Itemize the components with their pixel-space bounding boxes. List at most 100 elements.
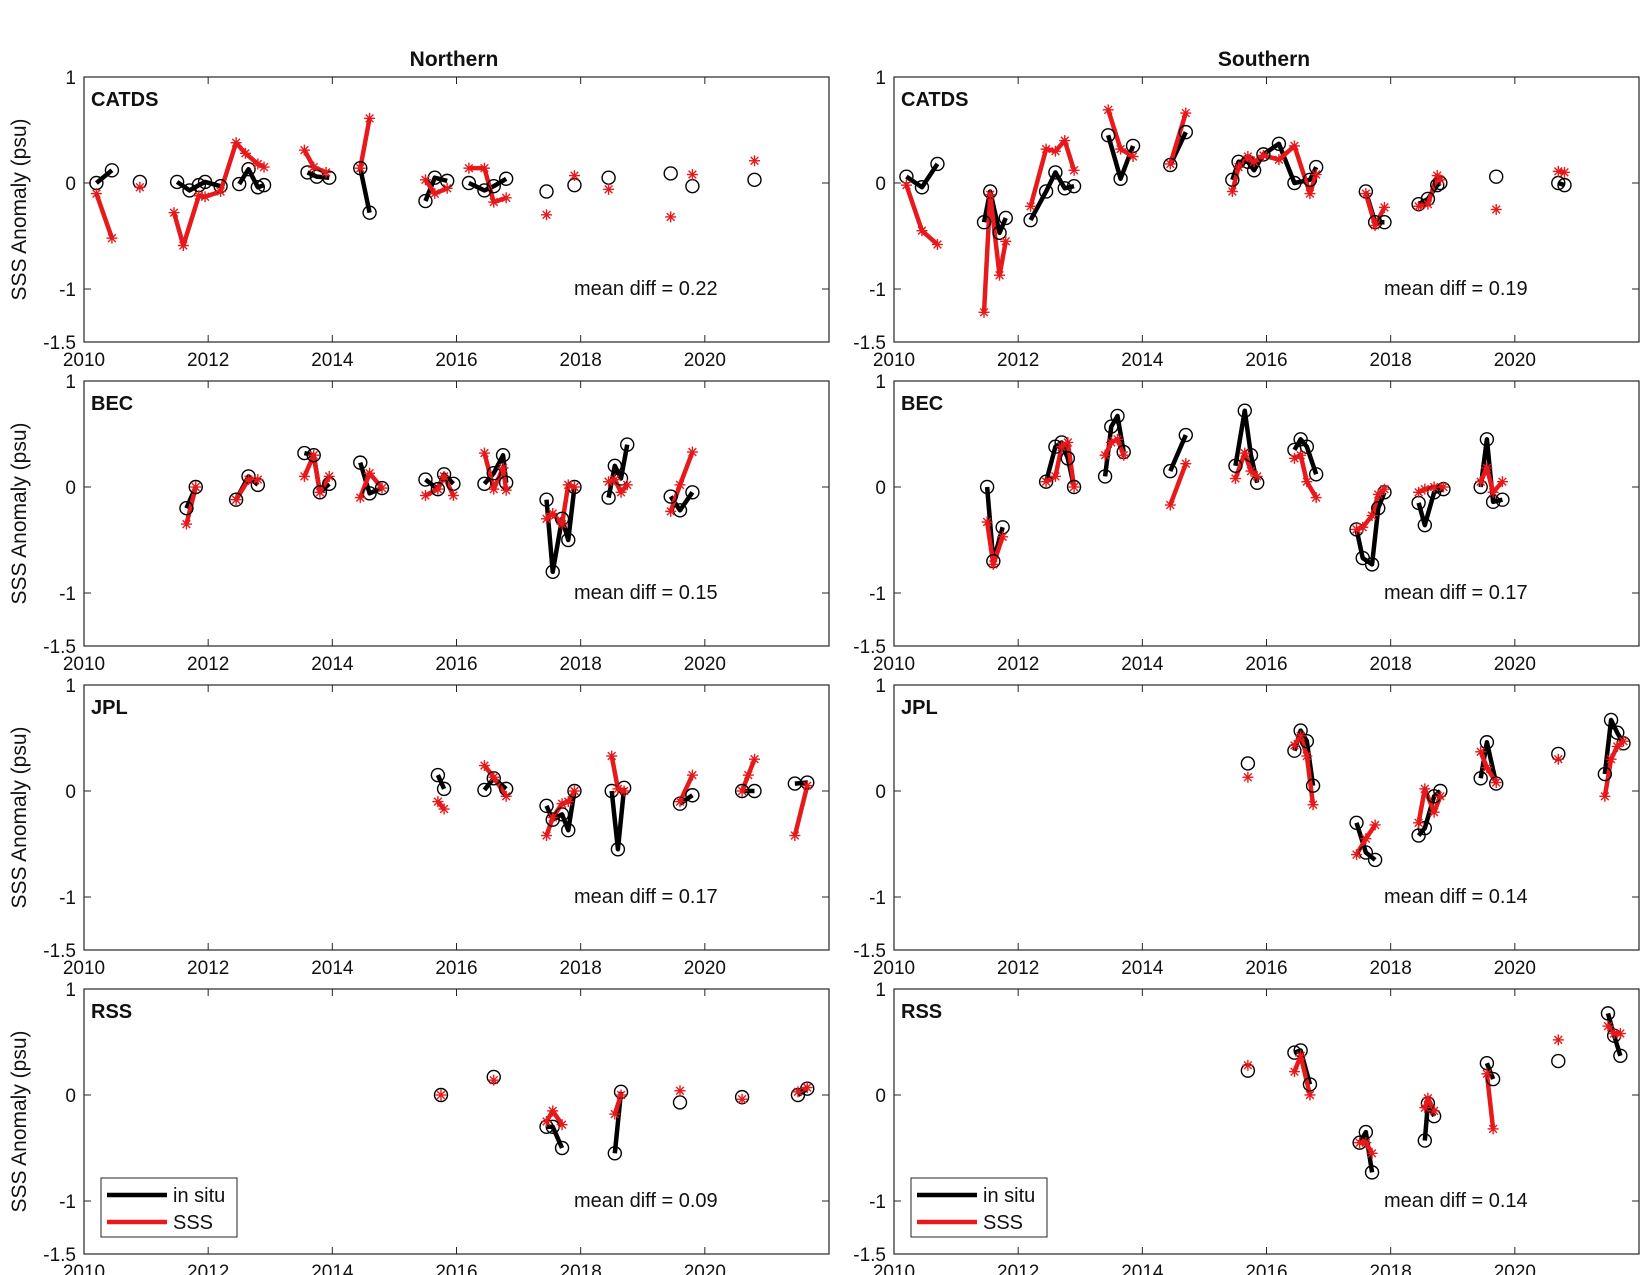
- insitu-point: [1364, 1165, 1380, 1180]
- sss-point-stroke: [1361, 1138, 1371, 1148]
- insitu-point: [1066, 479, 1082, 495]
- sss-point-stroke: [436, 1090, 446, 1100]
- insitu-point: [1104, 419, 1119, 434]
- sss-point-stroke: [1305, 189, 1315, 198]
- y-tick-label: -1: [59, 584, 76, 605]
- sss-line: [1103, 437, 1126, 457]
- sss-point: [308, 161, 320, 173]
- sss-point: [1490, 204, 1502, 215]
- sss-point-stroke: [1305, 1090, 1315, 1100]
- sss-line: [792, 785, 810, 837]
- sss-point: [1360, 188, 1372, 200]
- y-axis-label: SSS Anomaly (psu): [8, 726, 31, 908]
- insitu-point: [362, 205, 377, 220]
- sss-point: [931, 238, 943, 250]
- insitu-point: [495, 448, 511, 463]
- x-tick-label: 2010: [63, 350, 105, 371]
- insitu-line: [609, 787, 627, 852]
- y-tick-label: -1: [59, 280, 76, 301]
- sss-point-stroke: [1491, 205, 1501, 214]
- y-tick-label: 1: [875, 676, 886, 697]
- sss-point-stroke: [979, 307, 989, 317]
- mean-diff-annotation: mean diff = 0.17: [1384, 582, 1528, 604]
- legend-insitu-label: in situ: [983, 1185, 1035, 1207]
- insitu-point: [188, 479, 203, 495]
- sss-point: [981, 516, 993, 528]
- sss-point: [354, 492, 366, 504]
- sss-point-stroke: [1367, 1148, 1377, 1158]
- sss-point: [609, 474, 621, 486]
- insitu-point: [1287, 175, 1302, 191]
- sss-point: [1068, 164, 1080, 176]
- sss-point-stroke: [480, 448, 489, 458]
- insitu-point: [197, 174, 213, 190]
- sss-point-stroke: [542, 1117, 551, 1126]
- sss-point-stroke: [489, 1075, 499, 1085]
- sss-point-stroke: [433, 484, 443, 494]
- sss-point-stroke: [449, 491, 458, 500]
- sss-point: [665, 211, 677, 223]
- insitu-point: [1613, 1048, 1628, 1063]
- sss-point-stroke: [1128, 152, 1138, 161]
- sss-point-stroke: [1069, 482, 1079, 492]
- sss-point-stroke: [613, 784, 623, 794]
- x-tick-label: 2014: [311, 654, 354, 675]
- x-tick-label: 2016: [435, 654, 477, 675]
- x-tick-label: 2012: [187, 350, 229, 371]
- insitu-point: [1237, 403, 1252, 418]
- sss-point: [1257, 149, 1269, 161]
- insitu-line: [1557, 180, 1566, 188]
- y-axis-label: SSS Anomaly (psu): [8, 422, 31, 604]
- insitu-line: [237, 166, 265, 190]
- sss-point: [500, 192, 512, 204]
- sss-point: [1419, 1102, 1431, 1114]
- sss-point: [1366, 1147, 1378, 1159]
- sss-point: [618, 785, 630, 797]
- sss-point-stroke: [1423, 1093, 1433, 1103]
- mean-diff-annotation: mean diff = 0.14: [1384, 1190, 1528, 1212]
- insitu-point: [1473, 771, 1488, 786]
- sss-point: [1481, 762, 1493, 774]
- sss-point: [1301, 476, 1313, 488]
- x-tick-label: 2016: [1245, 350, 1287, 371]
- sss-point-stroke: [135, 182, 145, 192]
- sss-point-stroke: [793, 1087, 803, 1097]
- insitu-point: [461, 175, 477, 191]
- y-tick-label: -1: [869, 280, 886, 301]
- sss-point: [562, 796, 574, 808]
- sss-point: [1049, 470, 1061, 482]
- panel-label: BEC: [901, 393, 943, 415]
- sss-point: [298, 144, 310, 156]
- insitu-point: [1038, 474, 1054, 489]
- sss-point: [215, 185, 227, 197]
- insitu-point: [312, 485, 328, 500]
- sss-point-stroke: [1001, 236, 1011, 246]
- sss-point-stroke: [1380, 484, 1389, 494]
- sss-point: [541, 209, 553, 221]
- sss-point-stroke: [563, 480, 573, 490]
- sss-point-stroke: [107, 233, 117, 243]
- sss-point: [686, 446, 698, 458]
- x-tick-label: 2016: [435, 350, 477, 371]
- sss-point-stroke: [675, 797, 685, 806]
- insitu-point: [1489, 169, 1504, 184]
- mean-diff-annotation: mean diff = 0.14: [1384, 886, 1528, 908]
- insitu-point: [104, 163, 120, 178]
- sss-point-stroke: [988, 560, 998, 569]
- sss-point: [1164, 158, 1176, 170]
- insitu-point: [477, 183, 492, 198]
- sss-point: [1062, 436, 1074, 448]
- insitu-point: [914, 180, 930, 195]
- legend-sss-label: SSS: [173, 1212, 213, 1234]
- plot-area: [83, 76, 830, 343]
- sss-point-stroke: [1435, 791, 1445, 801]
- sss-point: [432, 796, 444, 808]
- sss-point: [615, 486, 627, 498]
- sss-line: [981, 192, 1008, 313]
- sss-point: [547, 1105, 559, 1117]
- panel-label: CATDS: [91, 89, 158, 111]
- sss-point-stroke: [1488, 487, 1498, 497]
- sss-point: [1251, 470, 1263, 482]
